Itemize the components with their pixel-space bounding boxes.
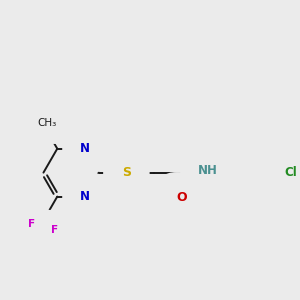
Text: F: F — [28, 219, 35, 229]
Text: O: O — [176, 191, 187, 204]
Text: NH: NH — [198, 164, 218, 178]
Text: N: N — [80, 190, 90, 203]
Text: F: F — [28, 219, 35, 229]
Text: S: S — [122, 166, 131, 179]
Text: Cl: Cl — [284, 166, 297, 179]
Text: F: F — [51, 226, 58, 236]
Text: CH₃: CH₃ — [37, 118, 56, 128]
Text: N: N — [80, 142, 90, 155]
